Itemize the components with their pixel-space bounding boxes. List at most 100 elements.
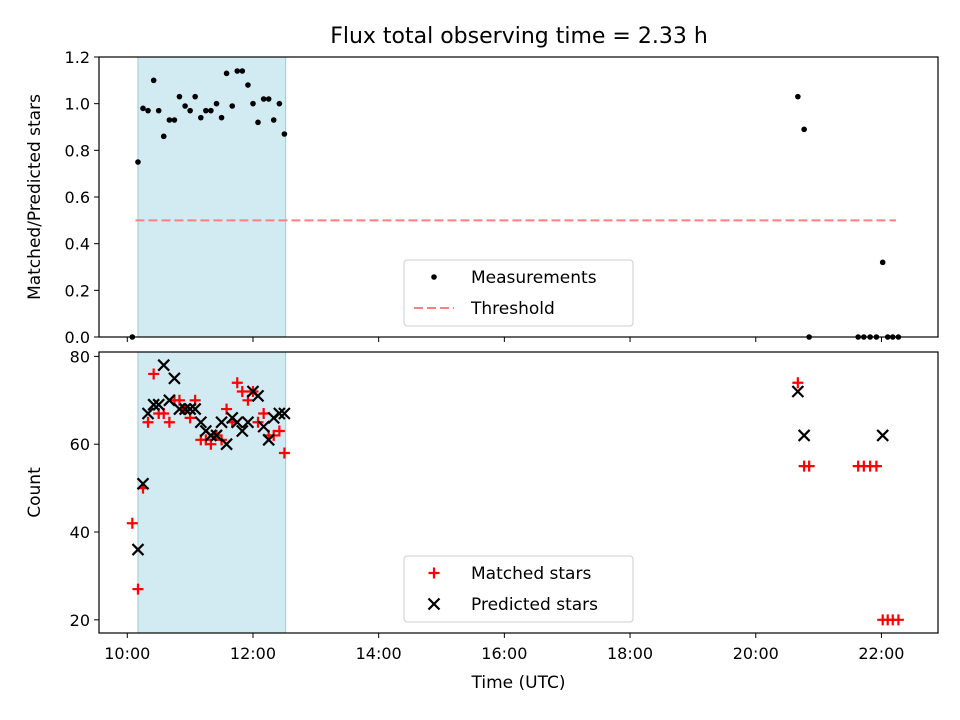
observing-window-shade xyxy=(137,56,287,338)
data-point xyxy=(801,126,807,133)
series-0 xyxy=(129,68,902,340)
data-point xyxy=(135,159,141,165)
data-point xyxy=(126,517,138,529)
legend: Measurements Threshold xyxy=(403,259,634,327)
data-point xyxy=(198,114,204,121)
data-point xyxy=(194,415,208,429)
data-point xyxy=(218,114,225,121)
data-point xyxy=(797,429,811,442)
data-point xyxy=(870,460,882,472)
data-point xyxy=(140,105,146,112)
data-point xyxy=(173,402,186,416)
data-point xyxy=(136,477,150,490)
legend: Matched stars Predicted stars xyxy=(403,555,634,623)
data-point xyxy=(281,131,288,137)
data-point xyxy=(150,77,157,84)
y-tick-label: 0.2 xyxy=(65,281,90,300)
data-point xyxy=(251,389,265,403)
data-point xyxy=(208,107,214,114)
x-tick-label: 22:00 xyxy=(858,644,904,663)
legend-marker xyxy=(431,274,437,280)
data-point xyxy=(255,119,261,126)
data-point xyxy=(270,117,277,123)
data-point xyxy=(142,416,154,428)
data-point xyxy=(231,377,243,389)
data-point xyxy=(210,429,223,442)
data-point xyxy=(803,460,815,472)
data-point xyxy=(160,133,167,140)
data-point xyxy=(245,82,251,88)
legend-marker xyxy=(428,567,440,579)
legend-marker xyxy=(427,597,441,611)
data-point xyxy=(220,437,233,451)
data-point xyxy=(234,68,241,74)
data-point xyxy=(204,429,218,442)
x-tick-label: 18:00 xyxy=(607,644,653,663)
y-axis-label: Matched/Predicted stars xyxy=(25,94,45,300)
y-tick-label: 40 xyxy=(70,523,90,542)
data-point xyxy=(145,107,151,114)
x-tick-label: 16:00 xyxy=(481,644,527,663)
data-point xyxy=(260,96,267,102)
data-point xyxy=(876,429,889,442)
panel-1: 0.0 0.2 0.4 0.6 0.8 1.0 1.2 Matched/Predicted s… xyxy=(25,48,939,347)
data-point xyxy=(250,100,256,107)
data-point xyxy=(239,68,246,74)
data-point xyxy=(278,447,290,459)
data-point xyxy=(163,416,175,428)
data-point xyxy=(163,394,176,407)
y-tick-label: 0.4 xyxy=(65,235,90,254)
data-point xyxy=(257,420,270,433)
figure-title: Flux total observing time = 2.33 h xyxy=(330,24,708,49)
legend-box xyxy=(403,555,634,623)
x-tick-label: 12:00 xyxy=(230,644,276,663)
data-point xyxy=(230,415,244,429)
data-point xyxy=(166,117,173,123)
data-point xyxy=(273,425,285,437)
data-point xyxy=(182,103,188,109)
data-point xyxy=(203,107,209,114)
data-point xyxy=(892,614,904,626)
legend-box xyxy=(403,259,634,327)
data-point xyxy=(131,543,145,556)
y-tick-label: 1.2 xyxy=(65,48,90,67)
y-tick-label: 80 xyxy=(70,347,90,366)
data-point xyxy=(236,424,249,438)
data-point xyxy=(183,402,197,416)
data-point xyxy=(168,372,181,385)
y-tick-label: 1.0 xyxy=(65,95,90,114)
data-point xyxy=(792,377,804,389)
data-point xyxy=(171,117,178,123)
data-point xyxy=(791,385,805,398)
data-point xyxy=(278,407,291,420)
panel-2: 20 40 60 80 10:00 12:00 14:00 16:00 18:00 20:00 22… xyxy=(25,347,939,693)
data-point xyxy=(155,107,162,114)
data-point xyxy=(152,398,165,411)
data-point xyxy=(141,407,155,420)
data-point xyxy=(213,100,220,107)
legend-label: Threshold xyxy=(470,299,555,319)
x-tick-label: 10:00 xyxy=(104,644,150,663)
observing-window-shade xyxy=(137,351,287,634)
x-tick-label: 14:00 xyxy=(356,644,402,663)
y-tick-label: 0.0 xyxy=(65,328,90,347)
data-point xyxy=(276,100,283,107)
data-point xyxy=(178,402,192,416)
x-axis-label: Time (UTC) xyxy=(471,673,566,693)
y-tick-label: 0.6 xyxy=(65,188,90,207)
legend-label: Measurements xyxy=(471,268,597,288)
data-point xyxy=(262,433,275,447)
y-axis-label: Count xyxy=(25,467,45,518)
data-point xyxy=(795,93,801,100)
legend-label: Predicted stars xyxy=(471,595,598,615)
data-point xyxy=(148,368,160,380)
data-point xyxy=(265,96,272,102)
data-point xyxy=(879,259,886,266)
axes-frame xyxy=(98,351,939,634)
data-point xyxy=(273,407,286,420)
data-point xyxy=(147,398,160,411)
data-point xyxy=(187,107,193,114)
data-point xyxy=(188,402,202,416)
data-point xyxy=(236,386,248,398)
